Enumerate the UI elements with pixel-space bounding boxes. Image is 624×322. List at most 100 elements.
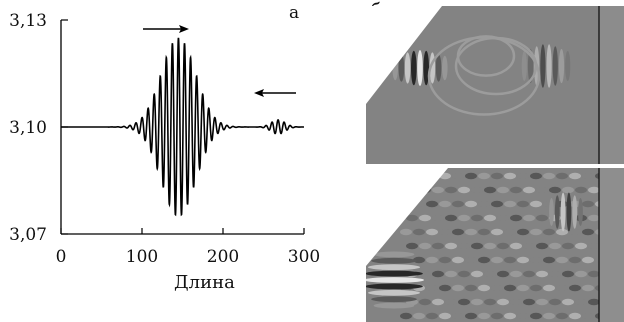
- field-c-blob: [484, 270, 496, 278]
- field-c-blob: [452, 228, 464, 236]
- field-c-blob: [445, 242, 457, 250]
- field-c-blob: [582, 228, 594, 236]
- field-c-blob: [413, 228, 425, 236]
- field-c-blob: [543, 256, 555, 264]
- field-c-blob: [478, 284, 490, 292]
- field-c-blob: [452, 284, 464, 292]
- field-c-blob: [523, 186, 535, 194]
- field-c-wavefront: [371, 296, 417, 303]
- field-c-blob: [458, 298, 470, 306]
- field-c-blob: [439, 200, 451, 208]
- field-c-blob: [556, 312, 568, 320]
- field-c-blob: [510, 298, 522, 306]
- wave-packet-chart: 0 100 200 300 3,07 3,10 3,13: [9, 11, 320, 267]
- field-c-blob: [426, 228, 438, 236]
- field-c-blob: [491, 200, 503, 208]
- field-c-blob: [549, 270, 561, 278]
- field-c-blob: [588, 214, 600, 222]
- field-c-blob: [419, 298, 431, 306]
- field-b-wavefront: [521, 50, 527, 82]
- field-panel-c: [366, 168, 624, 322]
- field-b-wavefront: [442, 55, 448, 81]
- field-c-wavefront: [578, 198, 583, 226]
- field-c-blob: [406, 214, 418, 222]
- field-c-wavefront: [373, 251, 415, 258]
- field-b-wavefront: [417, 50, 423, 86]
- field-c-blob: [504, 312, 516, 320]
- field-c-blob: [478, 256, 490, 264]
- field-c-blob: [582, 172, 594, 180]
- field-c-blob: [569, 256, 581, 264]
- field-c-blob: [530, 200, 542, 208]
- field-b-image: [366, 6, 624, 164]
- field-c-blob: [426, 284, 438, 292]
- field-c-blob: [432, 298, 444, 306]
- field-b-wavefront: [398, 54, 405, 82]
- field-c-blob: [484, 214, 496, 222]
- field-c-blob: [517, 228, 529, 236]
- field-c-blob: [504, 228, 516, 236]
- field-c-blob: [478, 312, 490, 320]
- wave-series-line: [61, 37, 304, 217]
- field-c-blob: [478, 172, 490, 180]
- field-c-blob: [458, 270, 470, 278]
- field-c-blob: [510, 242, 522, 250]
- field-c-wavefront: [366, 277, 424, 283]
- field-c-blob: [588, 270, 600, 278]
- chart-arrows: [143, 25, 296, 97]
- field-c-blob: [452, 312, 464, 320]
- field-c-blob: [471, 242, 483, 250]
- field-c-blob: [517, 172, 529, 180]
- field-c-blob: [426, 256, 438, 264]
- x-axis-label: Длина: [174, 272, 235, 293]
- field-c-blob: [426, 200, 438, 208]
- field-c-blob: [575, 270, 587, 278]
- x-tick-label: 0: [56, 247, 67, 267]
- field-c-blob: [432, 214, 444, 222]
- field-b-wavefront: [540, 44, 546, 88]
- field-c-blob: [536, 298, 548, 306]
- field-c-blob: [471, 186, 483, 194]
- field-b-wavefront: [546, 44, 552, 88]
- field-c-blob: [465, 284, 477, 292]
- field-c-blob: [575, 186, 587, 194]
- x-tick-label: 100: [126, 247, 158, 267]
- field-c-wavefront: [367, 264, 421, 271]
- field-c-blob: [523, 298, 535, 306]
- field-b-wavefront: [565, 50, 571, 82]
- field-c-blob: [523, 270, 535, 278]
- field-c-wavefront: [566, 192, 572, 232]
- field-c-blob: [562, 186, 574, 194]
- field-c-blob: [478, 200, 490, 208]
- field-c-blob: [439, 256, 451, 264]
- field-c-blob: [504, 172, 516, 180]
- field-c-blob: [452, 256, 464, 264]
- field-c-blob: [491, 284, 503, 292]
- field-c-blob: [439, 284, 451, 292]
- field-c-blob: [575, 242, 587, 250]
- y-tick-label: 3,10: [9, 118, 47, 138]
- field-c-blob: [491, 256, 503, 264]
- x-tick-label: 300: [288, 247, 320, 267]
- field-c-blob: [569, 312, 581, 320]
- field-c-blob: [517, 312, 529, 320]
- field-c-blob: [543, 284, 555, 292]
- field-c-blob: [517, 200, 529, 208]
- field-c-blob: [491, 228, 503, 236]
- field-c-blob: [439, 228, 451, 236]
- field-c-image: [366, 168, 624, 322]
- field-c-blob: [452, 172, 464, 180]
- field-c-blob: [523, 214, 535, 222]
- field-c-blob: [504, 200, 516, 208]
- field-c-blob: [510, 214, 522, 222]
- field-c-blob: [452, 200, 464, 208]
- field-b-wavefront: [552, 46, 558, 86]
- field-c-blob: [536, 214, 548, 222]
- field-c-blob: [582, 256, 594, 264]
- field-b-wavefront: [404, 52, 411, 84]
- x-tick-label: 200: [207, 247, 239, 267]
- field-c-blob: [465, 228, 477, 236]
- field-c-blob: [413, 256, 425, 264]
- field-c-blob: [458, 242, 470, 250]
- field-c-blob: [445, 186, 457, 194]
